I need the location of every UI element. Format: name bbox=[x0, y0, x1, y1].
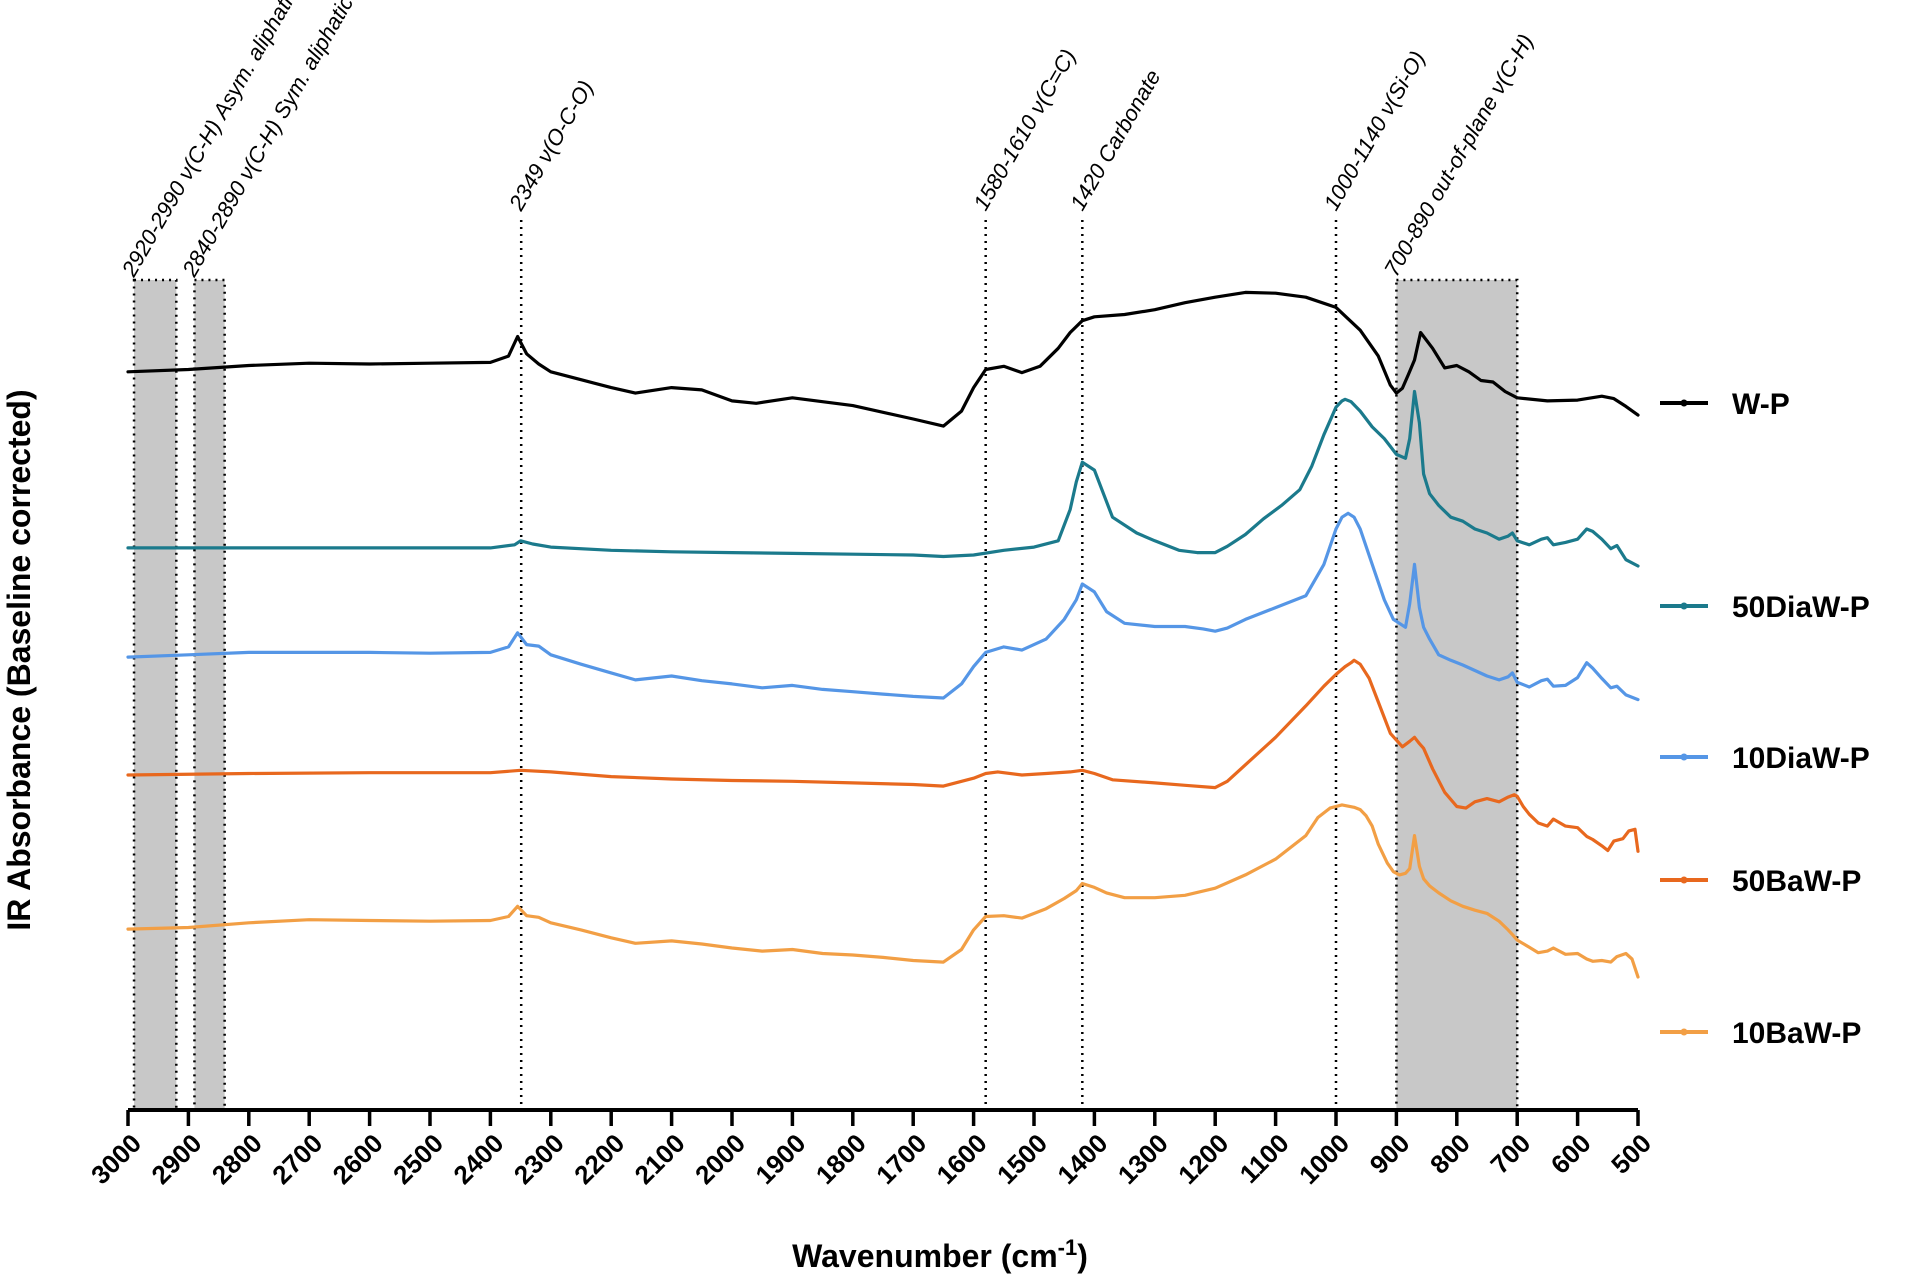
legend-label-W-P: W-P bbox=[1732, 388, 1790, 421]
x-tick-label-2500: 2500 bbox=[387, 1128, 449, 1190]
legend-label-10BaW-P: 10BaW-P bbox=[1732, 1017, 1861, 1050]
series-line-50DiaW-P bbox=[126, 389, 1640, 568]
series-line-W-P bbox=[126, 290, 1640, 428]
x-tick-label-2800: 2800 bbox=[206, 1128, 268, 1190]
x-tick-label-1200: 1200 bbox=[1172, 1128, 1234, 1190]
legend: W-P 50DiaW-P 10DiaW-P 50BaW-P 10BaW-P bbox=[1660, 388, 1870, 1050]
shaded-region-1 bbox=[193, 278, 226, 1112]
series-line-10BaW-P bbox=[126, 803, 1640, 979]
x-tick-label-2300: 2300 bbox=[508, 1128, 570, 1190]
x-tick-label-1900: 1900 bbox=[749, 1128, 811, 1190]
legend-marker-10BaW-P bbox=[1680, 1028, 1688, 1036]
legend-marker-50BaW-P bbox=[1680, 876, 1688, 884]
x-tick-label-1500: 1500 bbox=[991, 1128, 1053, 1190]
x-tick-label-3000: 3000 bbox=[85, 1128, 147, 1190]
x-tick-label-600: 600 bbox=[1545, 1128, 1597, 1180]
x-tick-label-2700: 2700 bbox=[266, 1128, 328, 1190]
shaded-region-0 bbox=[132, 278, 178, 1112]
x-axis-label: Wavenumber (cm-1) bbox=[792, 1235, 1088, 1274]
y-axis-label: IR Absorbance (Baseline corrected) bbox=[1, 389, 37, 930]
x-tick-label-1300: 1300 bbox=[1112, 1128, 1174, 1190]
reference-label-3: 1000-1140 ν(Si-O) bbox=[1319, 47, 1430, 215]
annotations: 2349 ν(O-C-O) 1580-1610 ν(C=C)1420 Carbon… bbox=[116, 0, 1538, 281]
x-tick-label-1100: 1100 bbox=[1234, 1128, 1295, 1189]
x-tick-label-2400: 2400 bbox=[447, 1128, 509, 1190]
x-tick-label-1600: 1600 bbox=[931, 1128, 993, 1190]
x-axis: 3000290028002700260025002400230022002100… bbox=[85, 1108, 1657, 1190]
x-tick-label-1700: 1700 bbox=[870, 1128, 932, 1190]
x-tick-label-1000: 1000 bbox=[1293, 1128, 1355, 1190]
legend-marker-50DiaW-P bbox=[1680, 602, 1688, 610]
x-tick-label-700: 700 bbox=[1484, 1128, 1536, 1180]
series-lines bbox=[126, 290, 1640, 979]
shaded-region-2 bbox=[1395, 278, 1519, 1112]
x-tick-label-500: 500 bbox=[1605, 1128, 1657, 1180]
legend-label-50BaW-P: 50BaW-P bbox=[1732, 865, 1861, 898]
x-tick-label-2100: 2100 bbox=[629, 1128, 691, 1190]
series-line-10DiaW-P bbox=[126, 511, 1640, 702]
x-tick-label-1400: 1400 bbox=[1051, 1128, 1113, 1190]
reference-lines bbox=[519, 220, 1338, 1110]
reference-label-2: 1420 Carbonate bbox=[1065, 65, 1166, 214]
x-tick-label-2000: 2000 bbox=[689, 1128, 751, 1190]
legend-marker-W-P bbox=[1680, 399, 1688, 407]
x-tick-label-800: 800 bbox=[1424, 1128, 1476, 1180]
x-tick-label-2200: 2200 bbox=[568, 1128, 630, 1190]
legend-label-10DiaW-P: 10DiaW-P bbox=[1732, 742, 1870, 775]
series-line-50BaW-P bbox=[126, 658, 1640, 853]
x-tick-label-1800: 1800 bbox=[810, 1128, 872, 1190]
reference-label-1: 1580-1610 ν(C=C) bbox=[968, 45, 1080, 215]
x-tick-label-2600: 2600 bbox=[327, 1128, 389, 1190]
x-tick-label-2900: 2900 bbox=[145, 1128, 207, 1190]
reference-label-0: 2349 ν(O-C-O) bbox=[503, 76, 598, 215]
legend-label-50DiaW-P: 50DiaW-P bbox=[1732, 591, 1870, 624]
x-tick-label-900: 900 bbox=[1364, 1128, 1416, 1180]
legend-marker-10DiaW-P bbox=[1680, 753, 1688, 761]
shaded-regions bbox=[132, 278, 1519, 1112]
